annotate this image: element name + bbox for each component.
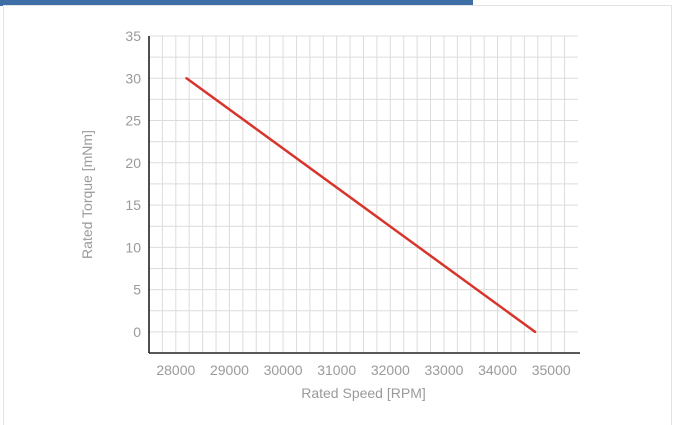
x-axis-title: Rated Speed [RPM] (301, 385, 426, 401)
y-tick-label: 30 (125, 70, 141, 86)
y-axis-title: Rated Torque [mNm] (79, 130, 95, 259)
x-tick-label: 31000 (317, 362, 356, 378)
series-line (185, 77, 537, 334)
y-tick-label: 25 (125, 113, 141, 129)
y-tick-label: 20 (125, 155, 141, 171)
y-tick-label: 15 (125, 197, 141, 213)
x-tick-label: 35000 (532, 362, 571, 378)
x-tick-label: 28000 (156, 362, 195, 378)
header-bar (0, 0, 473, 6)
y-tick-label: 10 (125, 239, 141, 255)
x-tick-label: 33000 (424, 362, 463, 378)
chart-panel (3, 5, 672, 425)
x-tick-label: 30000 (264, 362, 303, 378)
x-tick-label: 29000 (210, 362, 249, 378)
y-tick-label: 35 (125, 28, 141, 44)
y-tick-label: 0 (133, 324, 141, 340)
tick-labels: 28000 29000 30000 31000 32000 33000 34000 35000… (125, 28, 570, 378)
x-tick-label: 34000 (478, 362, 517, 378)
axes (148, 36, 580, 354)
series-group (185, 77, 537, 334)
x-tick-label: 32000 (371, 362, 410, 378)
grid (149, 35, 578, 353)
y-tick-label: 5 (133, 282, 141, 298)
